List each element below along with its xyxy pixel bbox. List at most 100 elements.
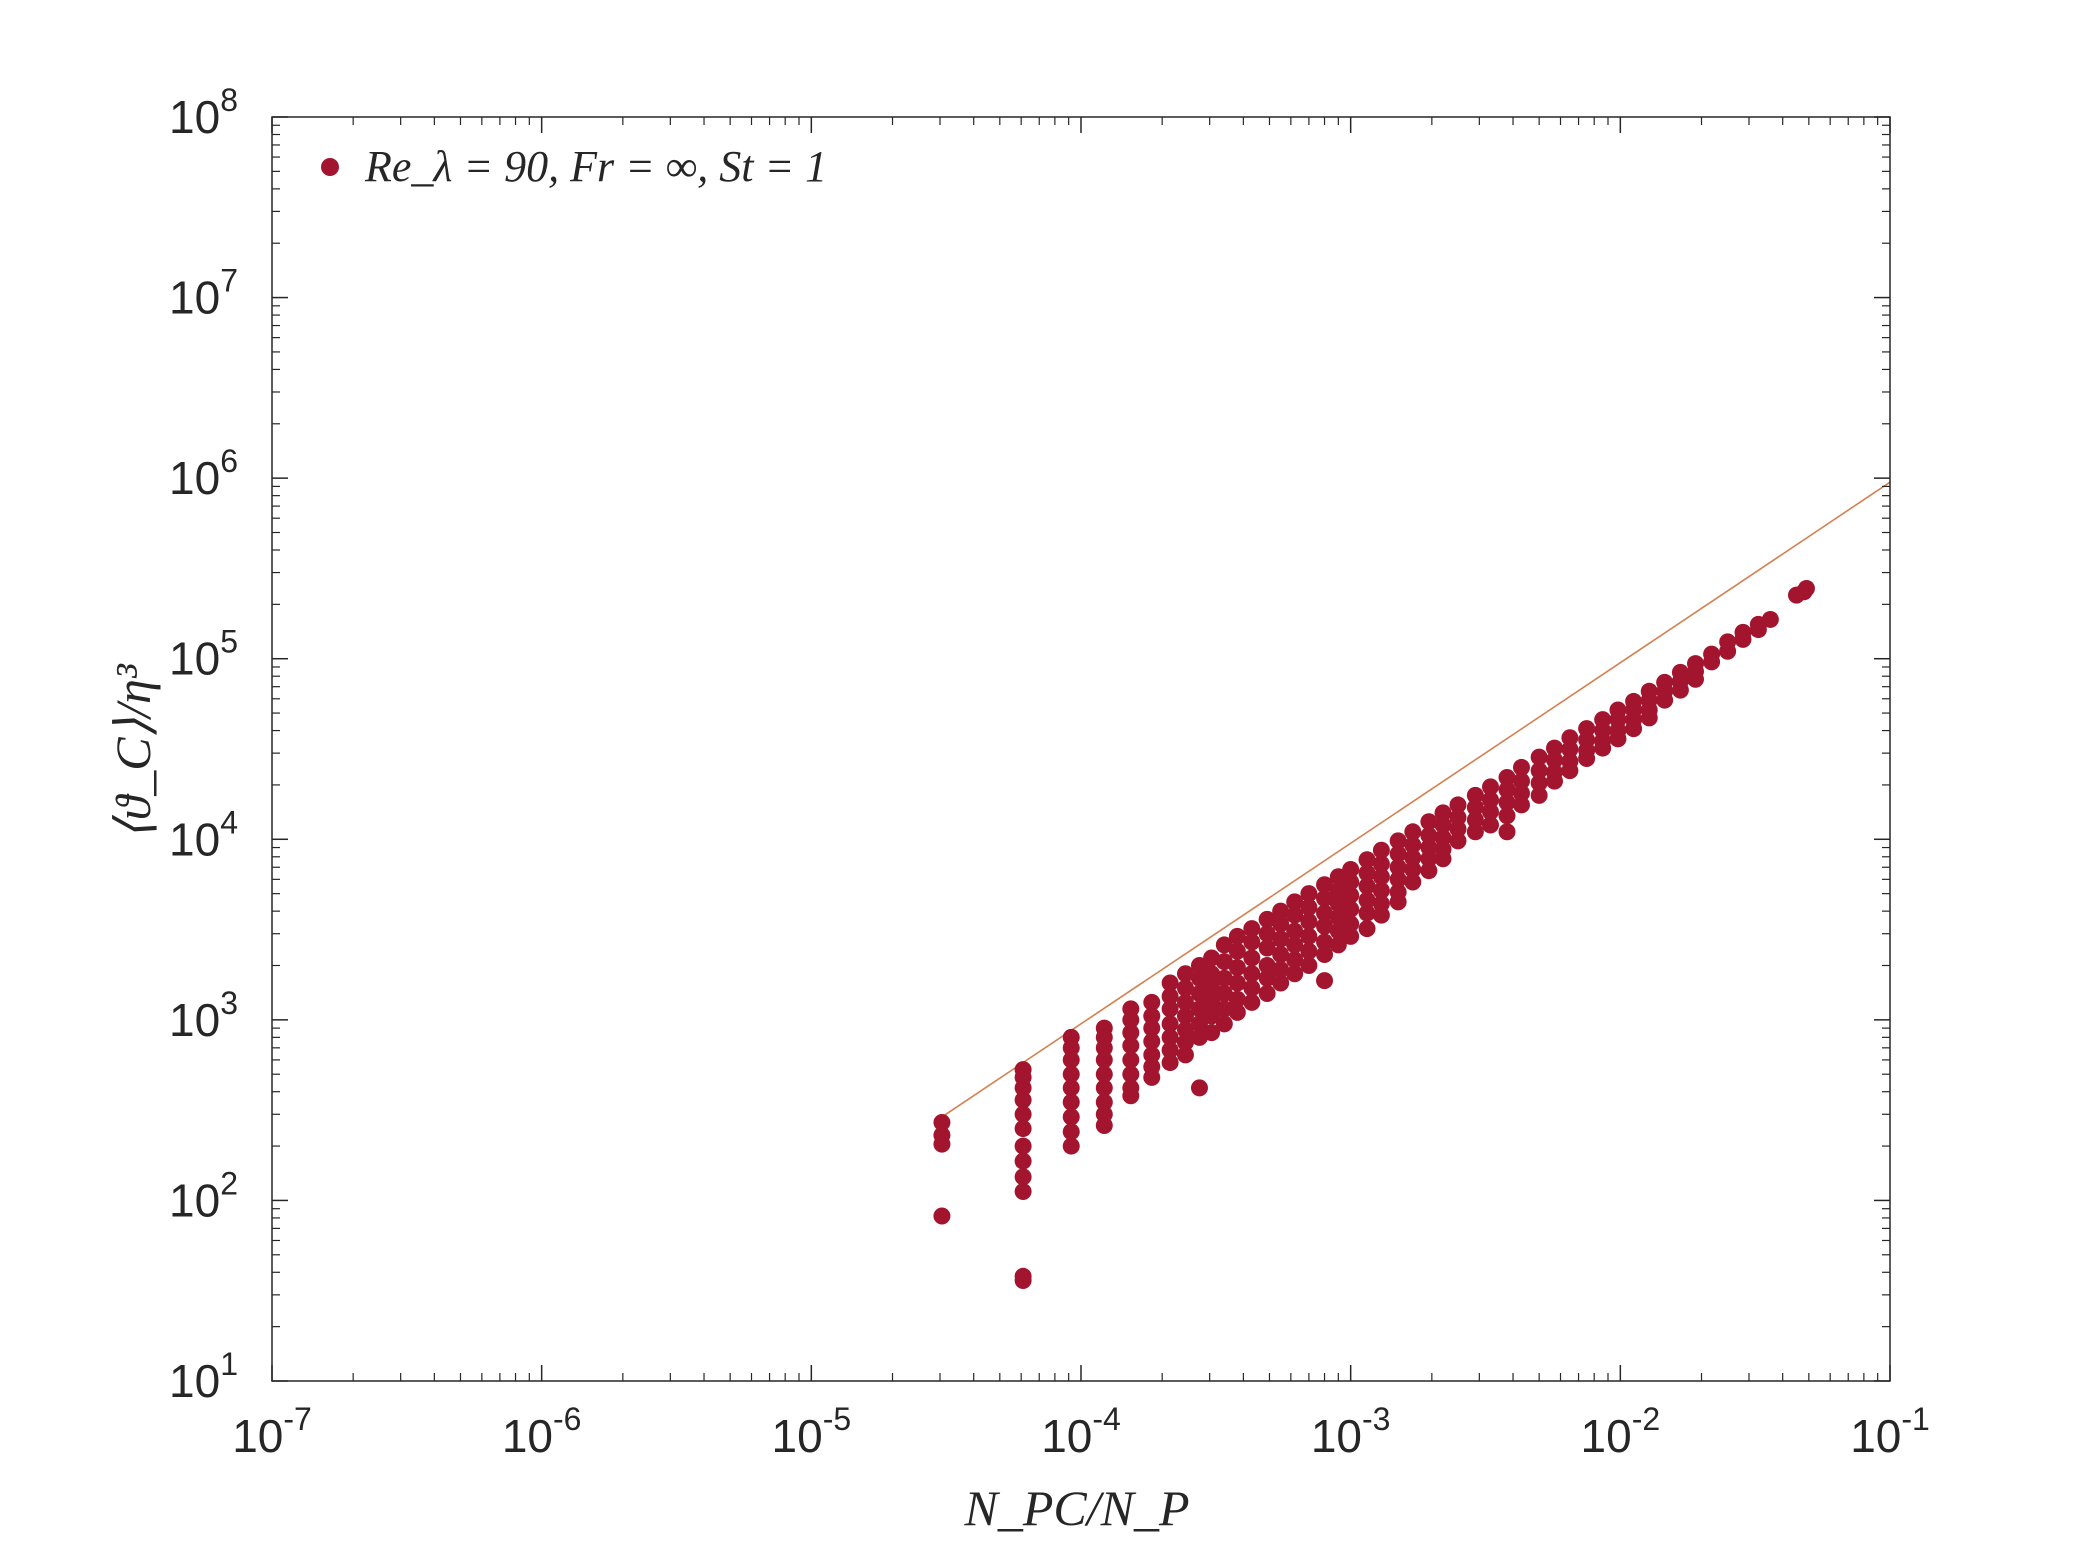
data-point [1358,877,1376,895]
data-point [1342,927,1360,945]
data-point [1316,946,1334,964]
data-point [1481,816,1499,834]
data-point [1215,1000,1233,1018]
data-point [1546,751,1564,769]
data-point [1498,807,1516,825]
data-point [1530,786,1548,804]
data-point [1530,774,1548,792]
data-point [1258,925,1276,943]
data-point [1243,979,1261,997]
data-point [1498,768,1516,786]
data-point [1389,870,1407,888]
data-point [1594,739,1612,757]
data-point [1228,1003,1246,1021]
reference-line [941,481,1891,1118]
data-point [1286,906,1304,924]
y-tick-label: 108 [169,82,238,143]
data-point [1358,920,1376,938]
data-point [1734,630,1752,648]
data-point [1286,922,1304,940]
data-point [1203,1007,1221,1025]
data-point [1014,1152,1032,1170]
data-point [1258,910,1276,928]
data-point [1498,823,1516,841]
legend: Re_λ = 90, Fr = ∞, St = 1 [321,142,827,191]
data-point [1176,1021,1194,1039]
data-point [1258,939,1276,957]
data-point [1329,936,1347,954]
data-point [1656,691,1674,709]
data-point [1014,1137,1032,1155]
data-point [1286,951,1304,969]
data-point [1389,832,1407,850]
data-point [1161,974,1179,992]
data-point [1300,956,1318,974]
data-point [1389,845,1407,863]
data-point [1243,949,1261,967]
data-point [1095,1093,1113,1111]
data-point [1095,1116,1113,1134]
data-point [1122,1065,1140,1083]
data-point [1161,1000,1179,1018]
data-point [1372,868,1390,886]
data-point [1272,946,1290,964]
data-point [1358,851,1376,869]
data-point [1300,913,1318,931]
data-point [1228,990,1246,1008]
data-point [1062,1051,1080,1069]
data-point [1014,1120,1032,1138]
data-point [1316,972,1334,990]
data-point [1243,920,1261,938]
data-point [1749,621,1767,639]
scatter-points [933,579,1815,1290]
data-point [1228,958,1246,976]
data-point [1228,927,1246,945]
data-point [1481,778,1499,796]
data-point [1481,791,1499,809]
legend-label: Re_λ = 90, Fr = ∞, St = 1 [364,142,827,191]
data-point [1258,956,1276,974]
data-point [1122,1037,1140,1055]
data-point [1228,942,1246,960]
data-point [1687,670,1705,688]
data-point [933,1135,951,1153]
data-point [1358,891,1376,909]
data-point [1342,900,1360,918]
data-point [1203,993,1221,1011]
data-point [1372,906,1390,924]
data-point [1530,762,1548,780]
data-point [1404,836,1422,854]
data-point [1466,798,1484,816]
data-point [1342,886,1360,904]
data-point [1316,933,1334,951]
x-axis-ticks: 10-7 10-6 10-5 10-4 10-3 10-2 10-1 [232,117,1930,1462]
data-point [1143,1007,1161,1025]
data-point [1215,936,1233,954]
reference-line-segment [941,481,1891,1118]
data-point [1404,849,1422,867]
data-point [1014,1091,1032,1109]
data-point [1300,885,1318,903]
data-point [1143,993,1161,1011]
data-point [1272,961,1290,979]
x-tick-label: 10-2 [1581,1401,1661,1462]
data-point [1176,1033,1194,1051]
data-point [933,1114,951,1132]
data-point [1797,579,1815,597]
data-point [1316,904,1334,922]
data-point [1546,772,1564,790]
data-point [1286,965,1304,983]
x-axis-label: N_PC/N_P [963,1480,1189,1536]
data-point [1228,974,1246,992]
data-point [1095,1051,1113,1069]
data-point [1358,904,1376,922]
data-point [1372,841,1390,859]
data-point [1122,1087,1140,1105]
data-point [1449,832,1467,850]
data-point [1512,796,1530,814]
data-point [1719,642,1737,660]
x-tick-label: 10-4 [1041,1401,1121,1462]
data-point [1342,915,1360,933]
data-point [1342,861,1360,879]
